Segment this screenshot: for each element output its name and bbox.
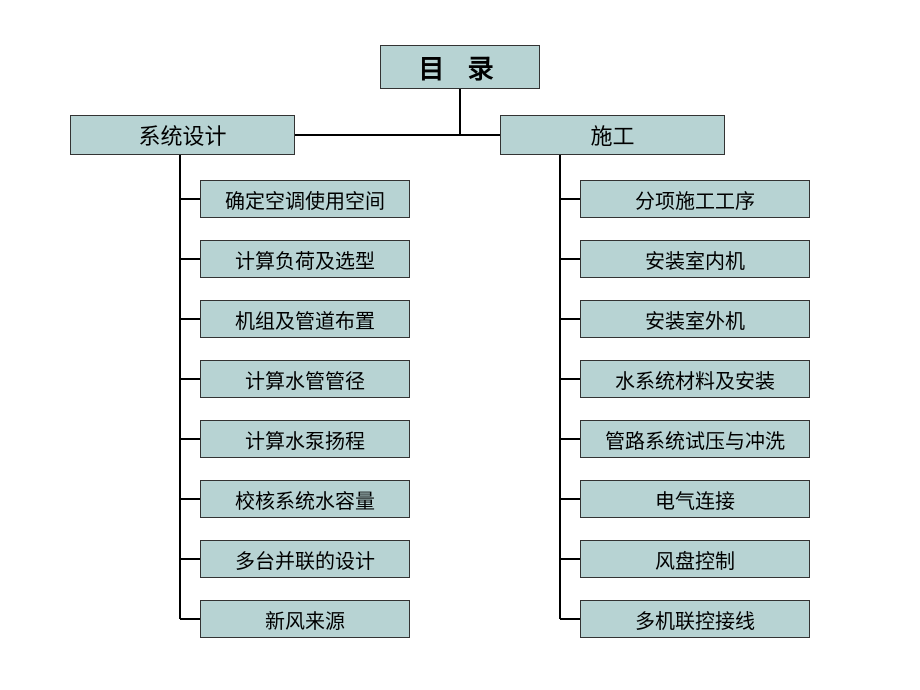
root-node: 目 录: [380, 45, 540, 89]
leaf-node: 校核系统水容量: [200, 480, 410, 518]
leaf-node: 风盘控制: [580, 540, 810, 578]
leaf-node: 安装室外机: [580, 300, 810, 338]
leaf-node: 计算水泵扬程: [200, 420, 410, 458]
connector-layer: [0, 0, 920, 690]
leaf-node: 计算水管管径: [200, 360, 410, 398]
leaf-node: 管路系统试压与冲洗: [580, 420, 810, 458]
leaf-node: 机组及管道布置: [200, 300, 410, 338]
leaf-node: 确定空调使用空间: [200, 180, 410, 218]
branch-node-right: 施工: [500, 115, 725, 155]
leaf-node: 电气连接: [580, 480, 810, 518]
leaf-node: 水系统材料及安装: [580, 360, 810, 398]
leaf-node: 多台并联的设计: [200, 540, 410, 578]
leaf-node: 分项施工工序: [580, 180, 810, 218]
leaf-node: 多机联控接线: [580, 600, 810, 638]
leaf-node: 新风来源: [200, 600, 410, 638]
branch-node-left: 系统设计: [70, 115, 295, 155]
leaf-node: 安装室内机: [580, 240, 810, 278]
leaf-node: 计算负荷及选型: [200, 240, 410, 278]
